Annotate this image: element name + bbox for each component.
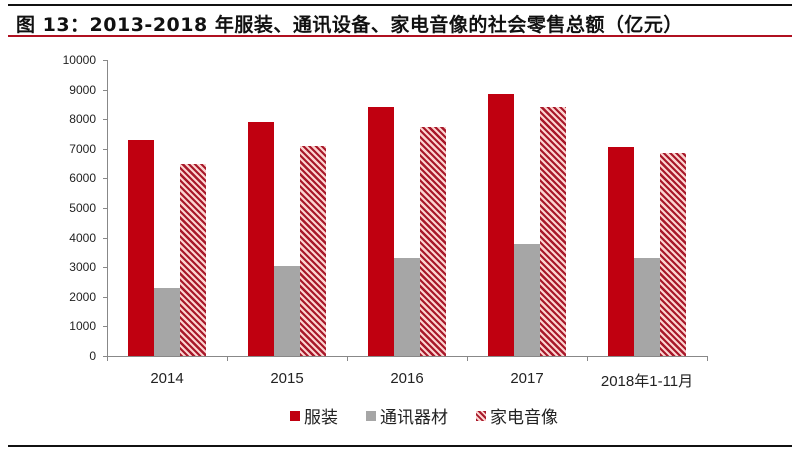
y-tick-mark xyxy=(103,326,107,328)
bar-服装-2018年1-11月 xyxy=(608,147,634,356)
y-tick-label: 3000 xyxy=(69,260,96,275)
y-tick-label: 6000 xyxy=(69,171,96,186)
title-rule xyxy=(8,35,792,37)
bar-通讯器材-2017 xyxy=(514,243,540,356)
x-tick-mark xyxy=(107,356,108,361)
y-tick-label: 10000 xyxy=(62,53,96,67)
legend: 服装 通讯器材 家电音像 xyxy=(290,403,558,428)
bottom-rule xyxy=(8,445,792,447)
y-tick-label: 0 xyxy=(89,349,96,363)
y-tick-label: 5000 xyxy=(69,201,96,215)
y-tick-label: 7000 xyxy=(69,141,96,156)
bar-家电音像-2015 xyxy=(300,145,326,356)
bar-服装-2015 xyxy=(248,122,274,356)
bar-服装-2014 xyxy=(128,139,154,356)
bar-服装-2017 xyxy=(488,94,514,356)
bar-服装-2016 xyxy=(368,107,394,356)
y-tick-label: 1000 xyxy=(69,319,96,334)
x-tick-label: 2018年1-11月 xyxy=(600,373,694,390)
bar-通讯器材-2018年1-11月 xyxy=(634,258,660,356)
y-tick-mark xyxy=(103,267,107,269)
y-tick-mark xyxy=(103,208,107,209)
x-tick-mark xyxy=(347,356,348,361)
legend-swatch-striped xyxy=(476,410,486,421)
x-tick-label: 2016 xyxy=(390,370,424,387)
y-tick-label: 2000 xyxy=(69,289,96,304)
legend-swatch-gray xyxy=(366,410,376,421)
bar-家电音像-2016 xyxy=(420,126,446,356)
bar-家电音像-2018年1-11月 xyxy=(660,153,686,356)
y-tick-label: 4000 xyxy=(69,230,96,245)
legend-swatch-solid-red xyxy=(290,410,300,421)
y-tick-mark xyxy=(103,148,107,150)
figure-title: 图 13：2013-2018 年服装、通讯设备、家电音像的社会零售总额（亿元） xyxy=(16,14,683,36)
x-tick-label: 2014 xyxy=(150,370,184,387)
y-tick-mark xyxy=(103,119,107,121)
bar-家电音像-2017 xyxy=(540,107,566,356)
x-axis xyxy=(107,356,707,357)
x-tick-mark xyxy=(467,356,468,361)
y-tick-mark xyxy=(103,60,107,61)
x-tick-mark xyxy=(707,356,708,361)
bar-通讯器材-2015 xyxy=(274,265,300,356)
bar-家电音像-2014 xyxy=(180,163,206,356)
x-tick-label: 2015 xyxy=(270,370,304,387)
y-axis xyxy=(107,60,108,356)
y-tick-mark xyxy=(103,296,107,298)
y-tick-label: 9000 xyxy=(69,82,96,97)
legend-item-appliances: 家电音像 xyxy=(476,403,558,428)
bar-通讯器材-2016 xyxy=(394,258,420,356)
y-tick-mark xyxy=(103,356,107,357)
legend-item-clothing: 服装 xyxy=(290,403,338,428)
y-tick-mark xyxy=(103,89,107,91)
x-tick-mark xyxy=(587,356,588,361)
y-tick-mark xyxy=(103,237,107,239)
y-tick-mark xyxy=(103,178,107,180)
legend-item-telecom: 通讯器材 xyxy=(366,403,448,428)
y-tick-label: 8000 xyxy=(69,112,96,127)
x-tick-label: 2017 xyxy=(510,370,544,387)
top-rule xyxy=(8,4,792,6)
x-tick-mark xyxy=(227,356,228,361)
bar-通讯器材-2014 xyxy=(154,287,180,356)
